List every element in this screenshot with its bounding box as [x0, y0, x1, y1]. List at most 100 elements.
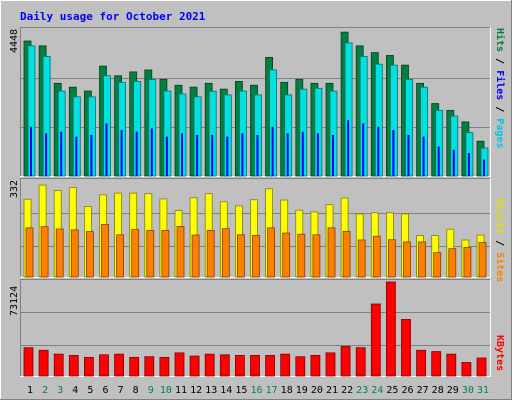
- bar-pages-day-12: [196, 134, 199, 176]
- bar-sites-day-16: [252, 234, 260, 278]
- bar-kbytes-day-13: [204, 353, 215, 377]
- bar-kbytes-day-22: [340, 346, 351, 377]
- bar-pages-day-7: [120, 130, 123, 176]
- kbytes-ymax-label: 73124: [9, 286, 20, 316]
- x-tick-label-day-6: 6: [102, 385, 108, 396]
- bar-kbytes-day-6: [99, 354, 109, 377]
- bar-sites-day-5: [86, 231, 94, 278]
- x-tick-label-day-10: 10: [160, 385, 172, 396]
- bar-sites-day-29: [448, 248, 457, 278]
- hits-legend: Hits / Files / Pages: [494, 28, 506, 149]
- bar-pages-day-30: [467, 153, 470, 176]
- x-tick-label-day-3: 3: [57, 385, 63, 396]
- bar-kbytes-day-23: [355, 347, 366, 377]
- bar-pages-day-9: [150, 128, 153, 176]
- bar-pages-day-18: [286, 133, 289, 176]
- x-tick-label-day-2: 2: [42, 385, 48, 396]
- bar-pages-day-19: [301, 131, 304, 176]
- x-axis-labels: 1 2 3 4 5 6 7 8 9 10 11 12 13 14 15 16 17 18 19 20 21 22 23 24 2…: [27, 385, 489, 396]
- bar-kbytes-day-9: [144, 356, 155, 377]
- bar-pages-day-21: [332, 134, 334, 176]
- bar-kbytes-day-1: [23, 347, 34, 377]
- bar-kbytes-day-30: [461, 362, 472, 377]
- x-tick-label-day-14: 14: [220, 385, 232, 396]
- bar-pages-day-25: [392, 130, 395, 176]
- bars: [23, 31, 489, 377]
- bar-pages-day-22: [347, 120, 350, 176]
- bar-sites-day-30: [463, 247, 472, 278]
- x-tick-label-day-25: 25: [386, 385, 398, 396]
- legend-files: Files: [494, 70, 506, 100]
- bar-sites-day-20: [312, 234, 321, 278]
- x-tick-label-day-9: 9: [148, 385, 154, 396]
- bar-pages-day-17: [271, 126, 274, 176]
- bar-sites-day-11: [176, 225, 185, 278]
- x-tick-label-day-21: 21: [326, 385, 338, 396]
- bar-sites-day-6: [101, 223, 109, 278]
- bar-sites-day-21: [327, 227, 336, 278]
- bar-sites-day-3: [55, 228, 64, 278]
- legend-hits: Hits: [494, 28, 506, 52]
- x-tick-label-day-4: 4: [72, 385, 78, 396]
- bar-kbytes-day-16: [250, 355, 260, 377]
- bar-kbytes-day-14: [219, 354, 230, 377]
- bar-sites-day-4: [70, 229, 79, 278]
- x-tick-label-day-24: 24: [371, 385, 383, 396]
- legend-slash-1: /: [494, 58, 505, 64]
- sites-legend: Visits / Sites: [494, 198, 506, 282]
- bar-kbytes-day-5: [84, 356, 94, 377]
- bar-pages-day-8: [135, 131, 138, 176]
- bar-sites-day-18: [282, 232, 291, 278]
- bar-pages-day-24: [377, 126, 380, 176]
- bar-kbytes-day-25: [385, 281, 396, 377]
- x-tick-label-day-22: 22: [341, 385, 353, 396]
- bar-pages-day-13: [211, 134, 214, 176]
- bar-pages-day-26: [407, 134, 410, 176]
- bar-pages-day-11: [181, 133, 183, 176]
- bar-sites-day-27: [418, 241, 427, 278]
- x-tick-label-day-7: 7: [118, 385, 124, 396]
- svg-text:Visits / Sites: Visits / Sites: [494, 198, 506, 282]
- bar-pages-day-10: [165, 136, 168, 176]
- panel-sites-frame: [20, 178, 491, 278]
- bar-sites-day-13: [206, 230, 215, 278]
- kbytes-legend: KBytes: [494, 335, 505, 371]
- bar-kbytes-day-7: [114, 353, 124, 377]
- bar-pages-day-20: [316, 133, 319, 176]
- legend-slash-2: /: [494, 106, 505, 112]
- bar-sites-day-24: [372, 235, 381, 278]
- bar-sites-day-15: [236, 234, 245, 278]
- bar-pages-day-31: [483, 159, 485, 176]
- legend-slash-3: /: [494, 240, 505, 246]
- bar-sites-day-2: [40, 226, 49, 278]
- bar-kbytes-day-31: [476, 357, 487, 377]
- x-tick-label-day-18: 18: [281, 385, 293, 396]
- x-tick-label-day-17: 17: [266, 385, 278, 396]
- panel-hits-frame: [20, 27, 491, 177]
- x-tick-label-day-29: 29: [447, 385, 459, 396]
- bar-kbytes-day-12: [189, 355, 200, 377]
- x-tick-label-day-8: 8: [133, 385, 139, 396]
- bar-pages-day-3: [60, 131, 63, 176]
- x-tick-label-day-27: 27: [417, 385, 429, 396]
- bar-kbytes-day-18: [280, 353, 291, 377]
- bar-sites-day-19: [297, 233, 306, 278]
- bar-kbytes-day-28: [431, 351, 442, 377]
- bar-sites-day-8: [131, 229, 140, 278]
- bar-pages-day-28: [437, 146, 440, 176]
- x-tick-label-day-26: 26: [401, 385, 413, 396]
- x-tick-label-day-23: 23: [356, 385, 368, 396]
- bar-kbytes-day-3: [53, 353, 64, 377]
- chart-title: Daily usage for October 2021: [20, 10, 206, 23]
- bar-kbytes-day-2: [38, 349, 49, 377]
- x-tick-label-day-12: 12: [190, 385, 202, 396]
- legend-pages: Pages: [494, 118, 505, 148]
- bar-kbytes-day-10: [159, 356, 170, 377]
- bar-sites-day-1: [25, 227, 34, 278]
- x-tick-label-day-1: 1: [27, 385, 33, 396]
- panel-kbytes-frame: [20, 279, 491, 377]
- bar-sites-day-28: [433, 252, 442, 278]
- bar-pages-day-1: [30, 126, 32, 176]
- bar-kbytes-day-4: [68, 355, 79, 377]
